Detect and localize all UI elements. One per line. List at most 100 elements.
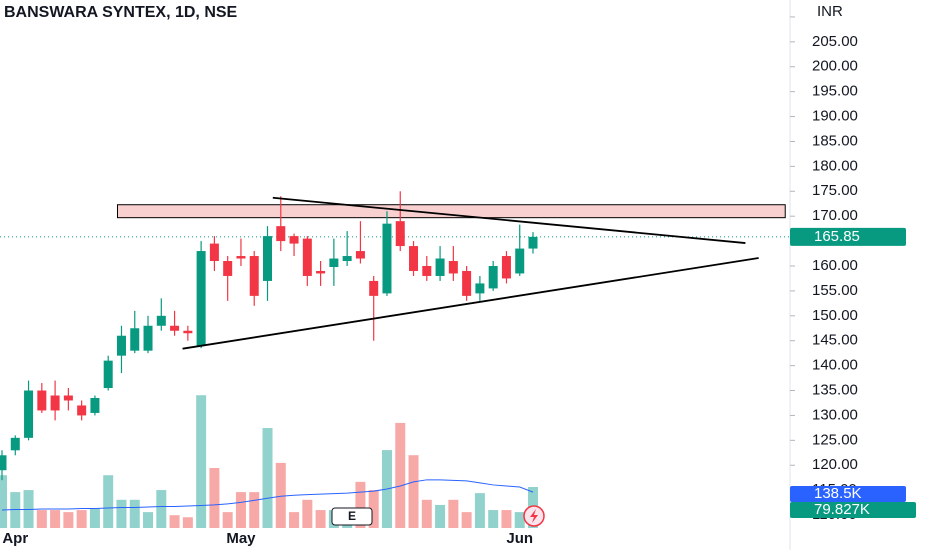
candle-body <box>37 390 47 411</box>
y-tick-label: 185.00 <box>812 132 858 149</box>
volume-bar <box>249 492 260 528</box>
candle-body <box>501 256 511 279</box>
y-tick-label: 200.00 <box>812 58 858 75</box>
lightning-bolt <box>530 509 538 523</box>
y-tick-label: 130.00 <box>812 406 858 423</box>
volume-bar <box>262 428 273 528</box>
volume-bar <box>235 492 246 528</box>
resistance-zone <box>116 204 786 219</box>
y-tick-label: 155.00 <box>812 282 858 299</box>
candle-body <box>263 236 272 281</box>
candle-body <box>448 261 458 274</box>
y-tick-label: 145.00 <box>812 332 858 349</box>
volume-bar <box>50 510 61 528</box>
candle-body <box>289 236 299 244</box>
candle-body <box>422 265 432 276</box>
candle-body <box>209 243 219 262</box>
volume-bar <box>196 395 207 528</box>
candle-body <box>183 330 193 334</box>
last-price-label: 165.85 <box>814 228 860 245</box>
x-tick-label: May <box>226 530 256 547</box>
candle-body <box>103 360 113 389</box>
candle-body <box>435 258 445 276</box>
volume-bar <box>10 492 21 528</box>
volume-box <box>790 502 916 518</box>
y-tick-label: 180.00 <box>812 157 858 174</box>
volume-bar <box>156 490 167 528</box>
trendline <box>272 196 746 244</box>
candle-body <box>462 270 472 296</box>
candle-body <box>316 270 326 274</box>
y-tick-label: 120.00 <box>812 456 858 473</box>
candle-body <box>143 325 153 351</box>
volume-bar <box>395 422 406 528</box>
volume-bar <box>23 490 34 528</box>
volume-bar <box>169 515 180 528</box>
candle-body <box>156 315 166 326</box>
candle-body <box>249 256 259 296</box>
candle-body <box>24 390 34 438</box>
candle-body <box>355 251 365 259</box>
currency: INR <box>817 3 843 20</box>
volume-bar <box>315 510 326 528</box>
volume-bar <box>209 468 220 528</box>
volume-bar <box>368 490 379 528</box>
candle-body <box>50 395 60 411</box>
volume-ma <box>1 479 534 511</box>
candle-body <box>90 397 100 413</box>
volume-ma-box <box>790 486 906 502</box>
volume-ma-label: 138.5K <box>814 485 862 502</box>
y-tick-label: 205.00 <box>812 33 858 50</box>
candle-body <box>236 256 246 259</box>
volume-label: 79.827K <box>814 501 870 518</box>
volume-bar <box>116 499 127 528</box>
candle-body <box>515 248 525 274</box>
volume-bar <box>474 493 485 528</box>
y-tick-label: 195.00 <box>812 83 858 100</box>
candle-body <box>223 261 233 276</box>
event-marker: E <box>348 509 356 523</box>
candle-body <box>369 280 379 296</box>
volume-bar <box>302 499 313 528</box>
last-price-box <box>790 227 906 246</box>
volume-bar <box>63 512 74 528</box>
y-tick-label: 190.00 <box>812 108 858 125</box>
volume-bar <box>421 499 432 528</box>
y-tick-label: 170.00 <box>812 207 858 224</box>
event-marker-box <box>331 507 373 526</box>
volume-bar <box>355 481 366 528</box>
candle-body <box>10 437 20 451</box>
x-tick-label: Jun <box>506 530 533 547</box>
candle-body <box>528 236 538 249</box>
x-tick-label: Apr <box>2 530 28 547</box>
candle-body <box>342 256 352 262</box>
candle-body <box>0 455 7 471</box>
volume-bar <box>408 455 419 528</box>
candle-body <box>130 328 140 351</box>
candle-body <box>395 221 405 247</box>
candle-body <box>276 226 286 242</box>
candle-body <box>409 246 419 271</box>
volume-bar <box>461 512 472 528</box>
volume-bar <box>448 499 459 528</box>
y-tick-label: 160.00 <box>812 257 858 274</box>
candle-body <box>196 251 206 346</box>
volume-bar <box>89 508 100 528</box>
volume-bar <box>36 510 47 528</box>
candle-body <box>488 265 498 289</box>
volume-bar <box>289 512 300 528</box>
volume-bar <box>435 504 446 528</box>
y-tick-label: 140.00 <box>812 357 858 374</box>
volume-bar <box>0 475 7 528</box>
y-tick-label: 125.00 <box>812 431 858 448</box>
candle-body <box>77 405 87 416</box>
volume-bar <box>222 512 233 528</box>
candle-body <box>382 223 392 294</box>
trendline <box>182 257 759 350</box>
volume-bar <box>514 512 525 528</box>
candle-body <box>302 238 312 276</box>
candle-body <box>116 335 126 356</box>
volume-bar <box>76 510 87 528</box>
volume-bar <box>129 499 140 528</box>
